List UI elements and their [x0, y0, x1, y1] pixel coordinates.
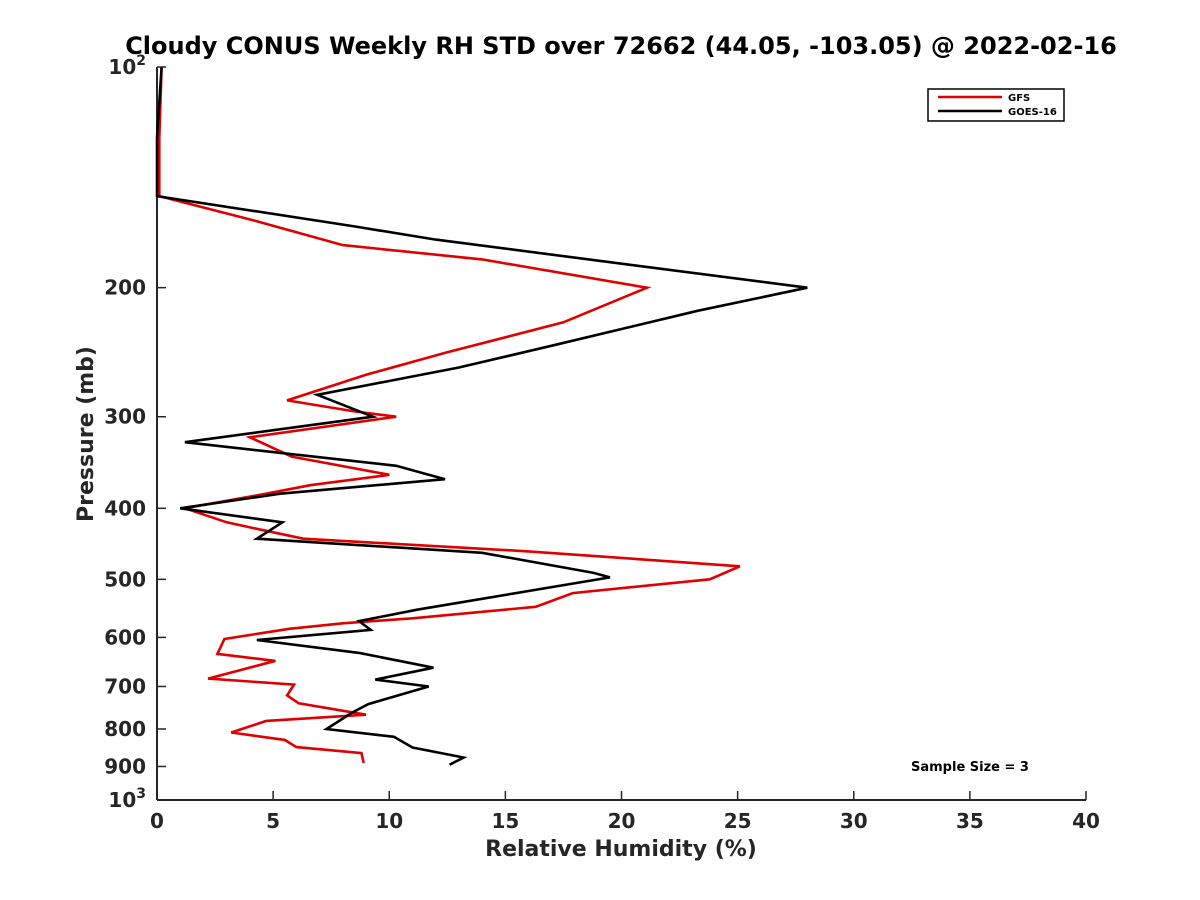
x-axis-label: Relative Humidity (%) [485, 837, 757, 862]
x-axis-ticks: 0 5 10 15 20 25 30 35 40 [150, 791, 1100, 833]
x-tick-label: 30 [840, 809, 868, 833]
x-tick-label: 40 [1072, 809, 1100, 833]
series-line-gfs [158, 66, 741, 764]
x-tick-label: 5 [266, 809, 280, 833]
x-tick-label: 0 [150, 809, 164, 833]
legend-label-goes-16: GOES-16 [1008, 107, 1057, 118]
y-tick-label: 102 [108, 53, 146, 79]
series-layer [155, 66, 808, 766]
y-tick-label: 200 [104, 276, 146, 300]
x-tick-label: 20 [608, 809, 636, 833]
y-tick-label: 700 [104, 674, 146, 698]
y-tick-label: 800 [104, 717, 146, 741]
legend: GFS GOES-16 [927, 88, 1065, 122]
sample-size-annotation: Sample Size = 3 [911, 760, 1029, 775]
y-tick-label: 300 [104, 405, 146, 429]
y-tick-label: 400 [104, 496, 146, 520]
y-tick-label: 900 [104, 754, 146, 778]
chart-title: Cloudy CONUS Weekly RH STD over 72662 (4… [125, 32, 1117, 60]
legend-label-gfs: GFS [1008, 93, 1030, 104]
y-tick-label: 500 [104, 567, 146, 591]
legend-box [927, 88, 1065, 122]
x-tick-label: 25 [724, 809, 752, 833]
x-tick-label: 15 [491, 809, 519, 833]
series-line-goes-16 [155, 66, 808, 766]
y-tick-label: 600 [104, 625, 146, 649]
y-tick-label: 103 [108, 786, 146, 812]
y-axis-ticks: 102 200 300 400 500 600 700 800 900 103 [104, 53, 166, 812]
x-tick-label: 35 [956, 809, 984, 833]
x-tick-label: 10 [375, 809, 403, 833]
y-axis-label: Pressure (mb) [74, 346, 99, 522]
